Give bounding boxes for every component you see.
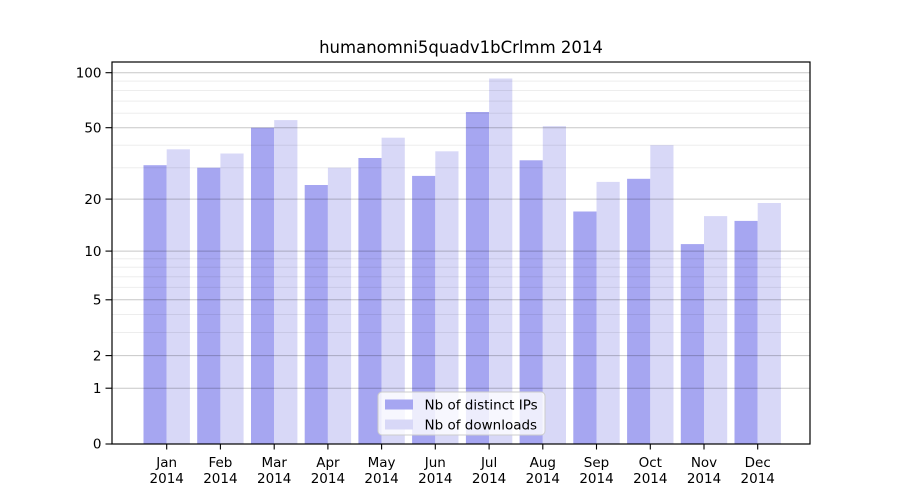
bar-distinct-ips-feb <box>197 167 221 444</box>
x-tick-label-month-feb: Feb <box>208 455 232 471</box>
bar-downloads-dec <box>757 203 781 444</box>
bar-distinct-ips-may <box>358 158 382 444</box>
bar-downloads-apr <box>327 167 352 444</box>
bar-distinct-ips-jul <box>465 112 490 444</box>
plot-frame <box>111 61 811 445</box>
legend: Nb of distinct IPs Nb of downloads <box>377 391 546 436</box>
x-tick-label-year-feb: 2014 <box>203 471 237 487</box>
x-tick-label-month-dec: Dec <box>745 455 771 471</box>
bar-distinct-ips-aug <box>519 160 543 445</box>
y-tick-label-5: 5 <box>93 293 102 309</box>
x-tick-label-month-jul: Jul <box>480 455 497 471</box>
legend-label-downloads: Nb of downloads <box>425 417 538 433</box>
x-tick-label-year-jan: 2014 <box>150 471 184 487</box>
bar-downloads-jul <box>489 78 513 444</box>
x-tick-label-month-jun: Jun <box>424 455 446 471</box>
x-tick-label-month-apr: Apr <box>316 455 340 471</box>
y-tick-label-20: 20 <box>84 192 101 208</box>
bar-downloads-jan <box>166 149 190 445</box>
bar-downloads-may <box>381 137 405 444</box>
bar-distinct-ips-sep <box>573 211 597 444</box>
bar-downloads-aug <box>542 126 566 444</box>
y-tick-label-1: 1 <box>93 381 102 397</box>
x-tick-label-year-jul: 2014 <box>472 471 506 487</box>
x-tick-label-month-may: May <box>368 455 396 471</box>
y-tick-label-50: 50 <box>84 120 101 136</box>
x-tick-label-year-sep: 2014 <box>579 471 613 487</box>
bar-distinct-ips-mar <box>251 127 275 444</box>
bar-downloads-oct <box>650 145 674 444</box>
y-tick-label-0: 0 <box>93 437 102 453</box>
axes-group: 0125102050100Jan2014Feb2014Mar2014Apr201… <box>76 65 775 487</box>
bar-downloads-sep <box>596 181 620 444</box>
bar-downloads-mar <box>274 120 298 444</box>
bar-distinct-ips-oct <box>627 178 651 445</box>
y-tick-label-100: 100 <box>76 65 102 81</box>
x-tick-label-year-oct: 2014 <box>633 471 667 487</box>
x-tick-label-year-nov: 2014 <box>687 471 721 487</box>
y-tick-label-10: 10 <box>84 244 101 260</box>
bar-downloads-feb <box>220 153 244 444</box>
legend-swatch-downloads <box>385 419 413 430</box>
x-tick-label-month-sep: Sep <box>584 455 609 471</box>
bar-distinct-ips-nov <box>680 244 704 444</box>
bar-distinct-ips-jun <box>412 175 436 444</box>
bar-distinct-ips-jan <box>143 165 167 444</box>
bar-downloads-jun <box>435 151 459 445</box>
legend-label-distinct-ips: Nb of distinct IPs <box>425 397 538 413</box>
x-tick-label-year-mar: 2014 <box>257 471 291 487</box>
x-tick-label-month-aug: Aug <box>530 455 556 471</box>
y-tick-label-2: 2 <box>93 348 102 364</box>
legend-box <box>377 391 546 436</box>
x-tick-label-year-dec: 2014 <box>741 471 775 487</box>
x-tick-label-year-aug: 2014 <box>526 471 560 487</box>
gridlines-group <box>112 72 810 389</box>
bar-distinct-ips-apr <box>304 185 328 444</box>
x-tick-label-year-apr: 2014 <box>311 471 345 487</box>
bar-distinct-ips-dec <box>734 220 758 444</box>
x-tick-label-month-nov: Nov <box>691 455 717 471</box>
legend-swatch-distinct-ips <box>385 399 413 410</box>
x-tick-label-year-may: 2014 <box>364 471 398 487</box>
x-tick-label-year-jun: 2014 <box>418 471 452 487</box>
x-tick-label-month-mar: Mar <box>261 455 287 471</box>
chart-title: humanomni5quadv1bCrlmm 2014 <box>319 38 603 57</box>
bars-group <box>143 78 781 445</box>
x-tick-label-month-jan: Jan <box>155 455 177 471</box>
x-tick-label-month-oct: Oct <box>639 455 662 471</box>
bar-downloads-nov <box>704 216 728 444</box>
